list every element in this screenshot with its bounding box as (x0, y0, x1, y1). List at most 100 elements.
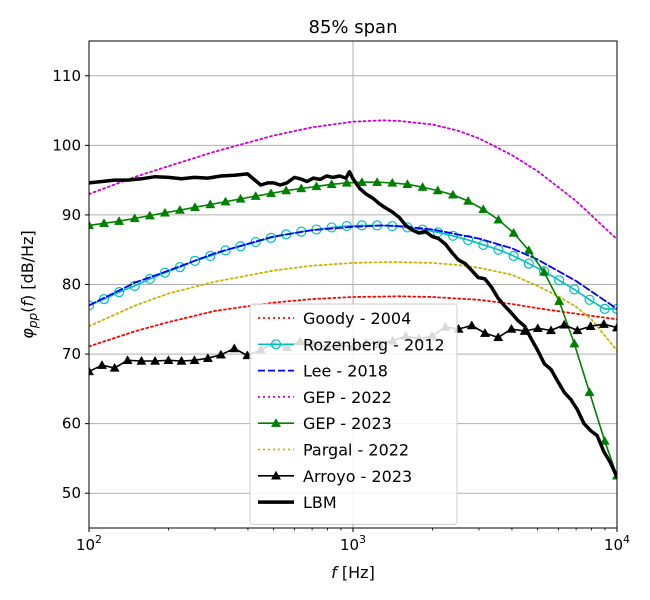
data-point (545, 325, 557, 335)
data-point (220, 196, 231, 206)
data-point (326, 179, 337, 189)
data-point (98, 218, 110, 227)
data-point (150, 355, 161, 365)
legend-entry: GEP - 2022 (258, 388, 392, 407)
data-point (554, 275, 565, 286)
data-point (554, 296, 565, 305)
data-point (189, 202, 201, 211)
data-point (136, 355, 147, 365)
data-point (584, 294, 595, 305)
data-point (387, 177, 398, 187)
data-point (174, 204, 185, 214)
data-point (479, 328, 491, 337)
legend-label: Pargal - 2022 (303, 441, 409, 460)
legend-label: Rozenberg - 2012 (303, 335, 445, 354)
data-point (538, 266, 550, 277)
y-tick-label: 80 (62, 276, 81, 294)
data-point (447, 189, 458, 199)
series-lbm (89, 170, 617, 479)
data-point (270, 470, 282, 480)
data-point (372, 177, 383, 186)
data-point (89, 366, 95, 376)
data-point (569, 338, 580, 348)
series-pargal-2022 (89, 261, 617, 352)
data-point (523, 258, 534, 269)
data-point (229, 343, 240, 353)
series-lee-2018 (89, 224, 617, 310)
data-point (220, 245, 231, 256)
data-point (356, 177, 367, 186)
series-goody-2004 (89, 295, 617, 348)
legend-entry: Pargal - 2022 (258, 441, 409, 460)
data-point (508, 227, 519, 237)
data-point (89, 220, 95, 230)
data-point (585, 321, 596, 330)
data-point (159, 207, 171, 217)
data-point (598, 319, 609, 328)
data-point (463, 234, 474, 246)
data-point (270, 339, 282, 350)
data-point (235, 241, 246, 252)
data-point (270, 418, 282, 427)
legend-entry: GEP - 2023 (258, 414, 392, 433)
legend-entry: Arroyo - 2023 (258, 467, 412, 486)
data-point (493, 214, 504, 224)
data-point (114, 216, 125, 225)
data-point (599, 303, 610, 314)
y-axis-label: φpp(f) [dB/Hz] (18, 230, 40, 338)
chart-title: 85% span (309, 17, 398, 38)
legend-entry: LBM (258, 493, 337, 512)
data-point (281, 185, 292, 195)
data-point (205, 199, 216, 209)
x-tick-label: 104 (604, 533, 630, 554)
y-tick-label: 90 (62, 206, 81, 224)
legend-label: Arroyo - 2023 (303, 467, 412, 486)
legend-label: GEP - 2023 (303, 414, 392, 433)
data-point (89, 300, 95, 311)
x-tick-label: 102 (76, 533, 102, 554)
data-point (532, 323, 543, 333)
y-tick-label: 110 (52, 67, 81, 85)
legend-label: GEP - 2022 (303, 388, 392, 407)
data-point (611, 322, 617, 332)
data-point (159, 267, 171, 278)
data-point (311, 181, 322, 191)
data-point (163, 355, 174, 365)
data-point (508, 250, 519, 262)
data-point (538, 266, 550, 276)
x-tick-label: 103 (340, 533, 366, 554)
series-line (89, 295, 617, 348)
legend-label: LBM (303, 493, 337, 512)
data-point (599, 435, 610, 445)
series-line (89, 170, 617, 479)
data-point (96, 360, 108, 369)
data-point (466, 320, 477, 330)
data-point (584, 387, 595, 397)
legend-entry: Goody - 2004 (258, 309, 411, 328)
axis-ticks: 50 60 70 80 90 100 110 102 103 104 (52, 67, 630, 554)
data-point (523, 245, 534, 255)
data-point (569, 284, 580, 295)
data-point (122, 355, 133, 365)
legend-label: Goody - 2004 (303, 309, 411, 328)
data-point (493, 332, 504, 342)
series-line (89, 119, 617, 241)
legend-entry: Rozenberg - 2012 (258, 335, 445, 354)
series-gep-2022 (89, 119, 617, 241)
data-point (572, 325, 583, 335)
data-point (432, 185, 443, 195)
legend-entry: Lee - 2018 (258, 362, 388, 381)
data-point (235, 193, 246, 203)
data-point (98, 294, 110, 305)
y-tick-label: 70 (62, 345, 81, 363)
legend-label: Lee - 2018 (303, 362, 388, 381)
data-point (144, 210, 155, 220)
data-point (265, 188, 277, 198)
data-point (559, 319, 570, 329)
data-point (417, 181, 428, 191)
data-point (129, 213, 140, 223)
y-tick-label: 60 (62, 415, 81, 433)
legend-box (249, 303, 458, 525)
data-point (215, 349, 226, 359)
